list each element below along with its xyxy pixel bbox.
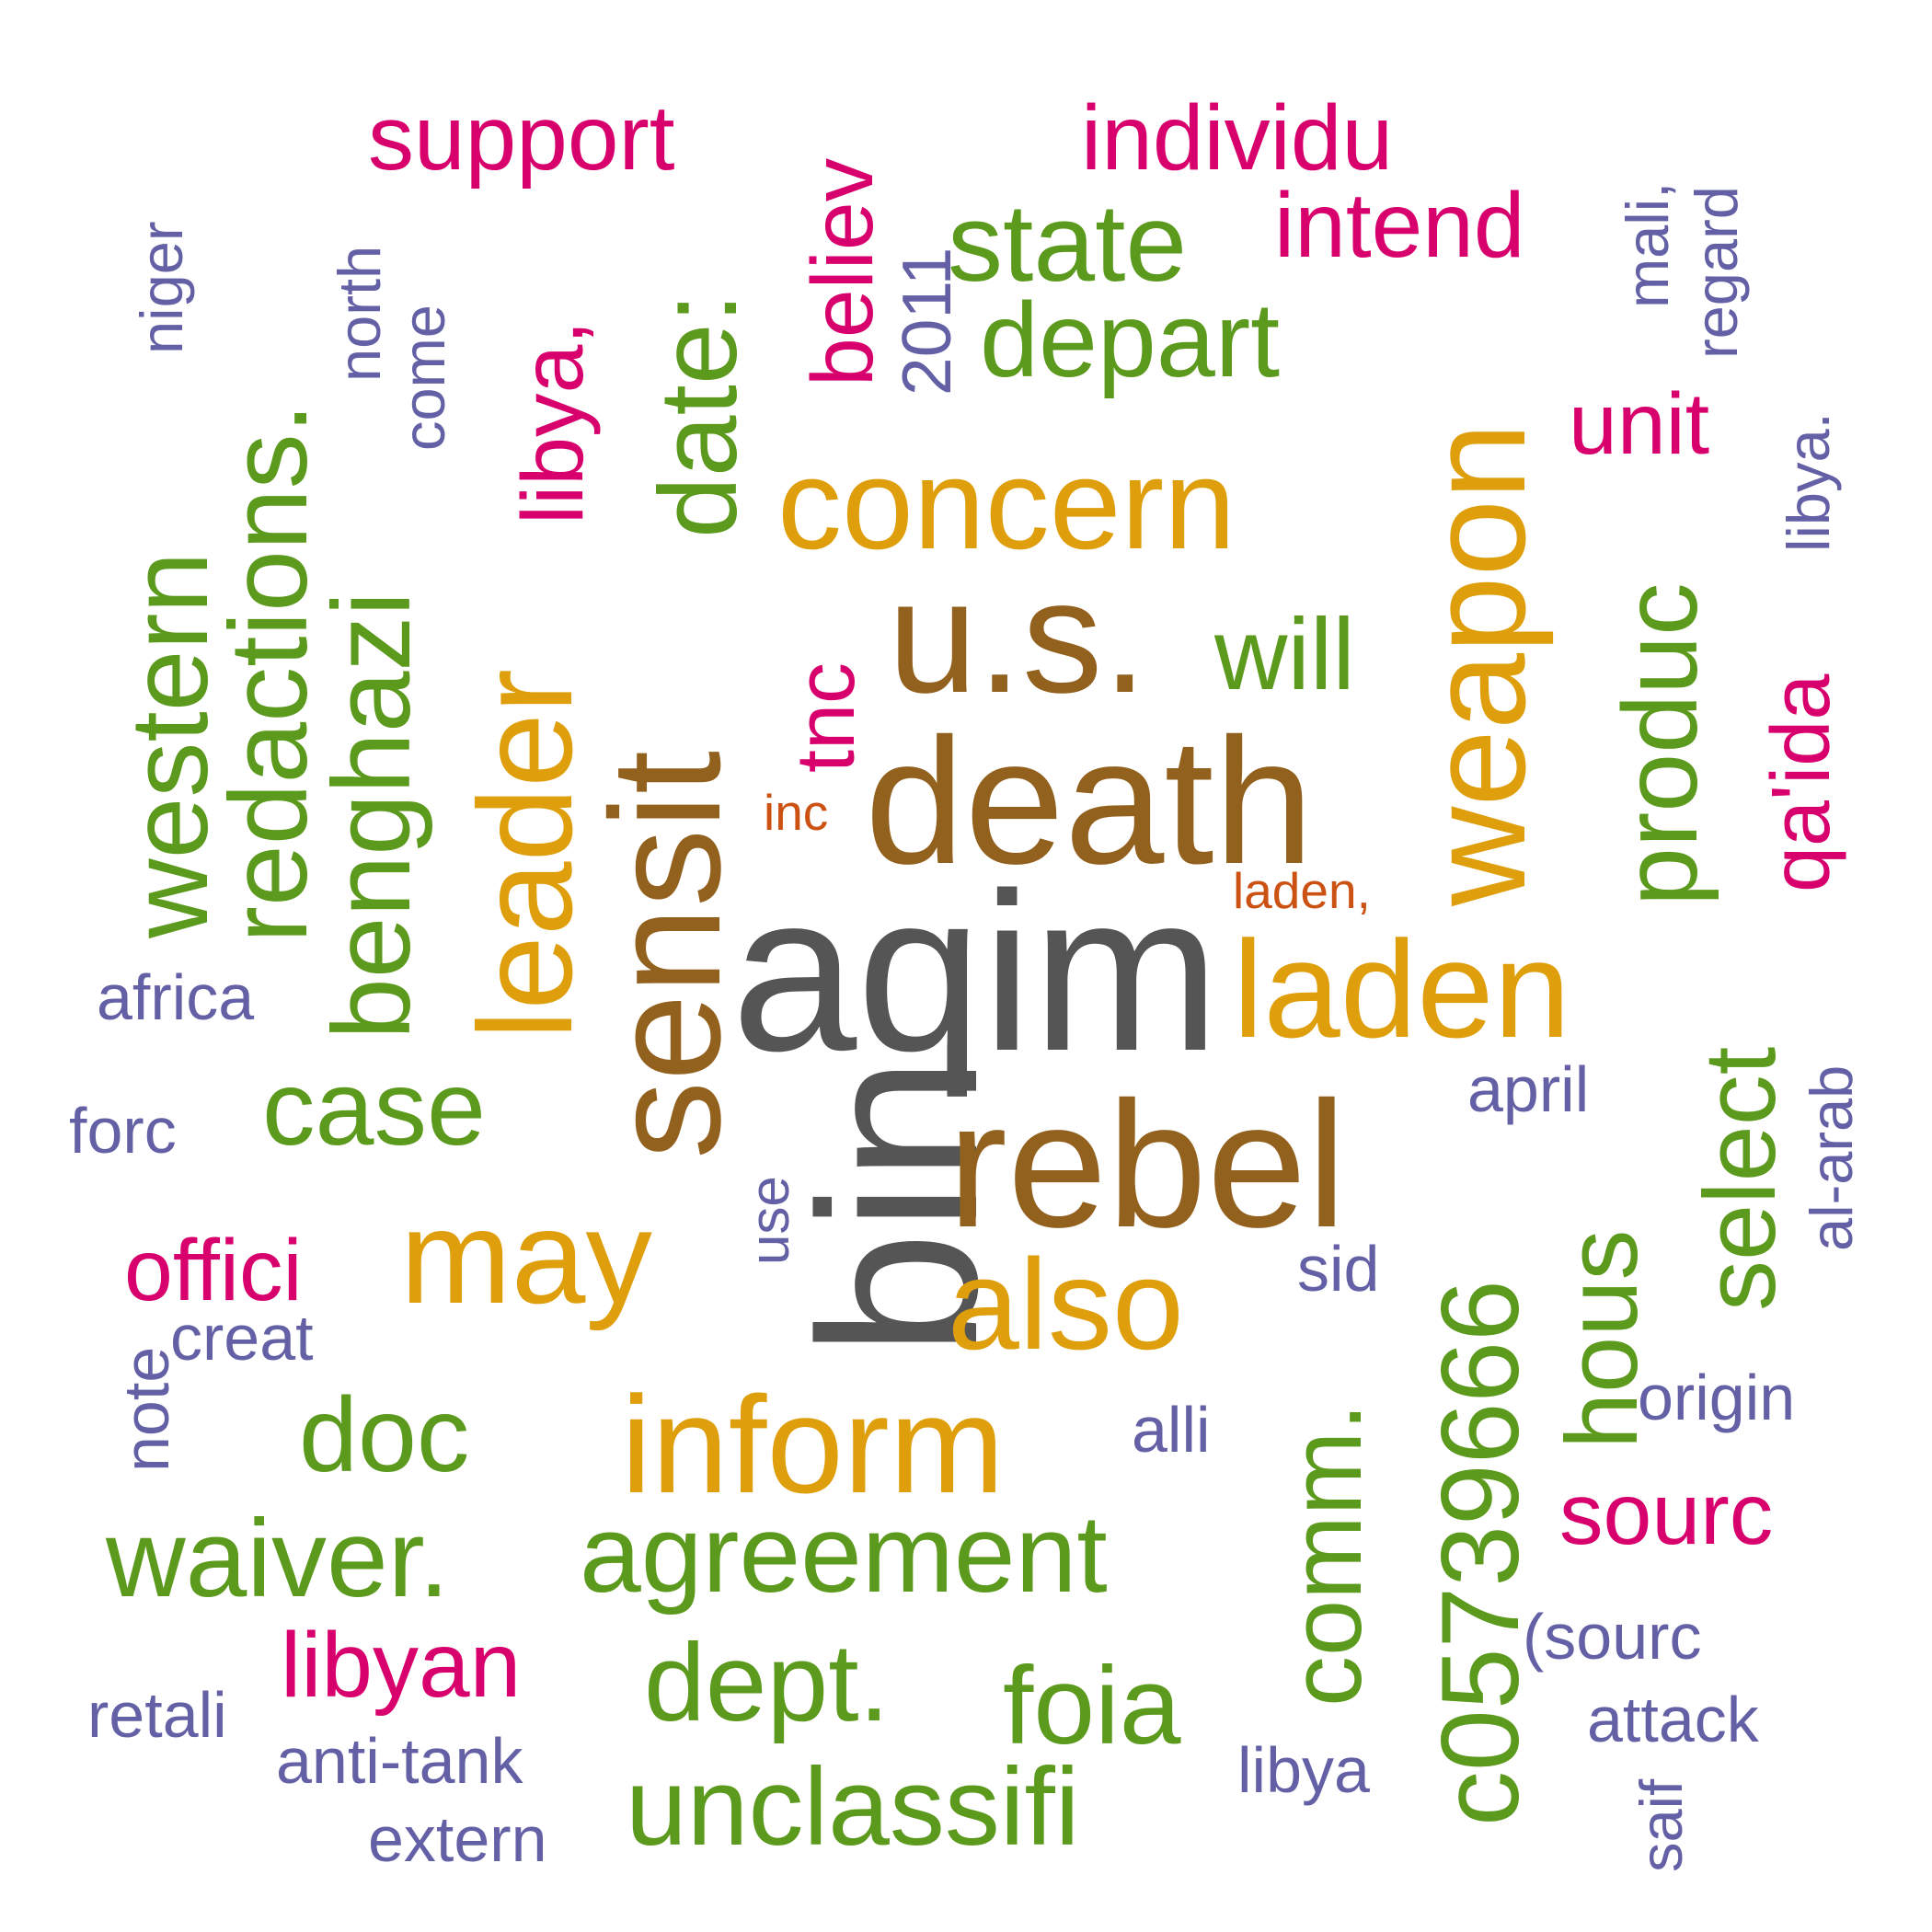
word-inc: inc <box>764 784 829 841</box>
word-africa: africa <box>97 961 255 1033</box>
word-libya: libya, <box>504 320 602 524</box>
word-c05739666: c05739666 <box>1419 1280 1542 1826</box>
word-al-arab: al-arab <box>1798 1064 1865 1251</box>
word-sourc: sourc <box>1559 1466 1774 1563</box>
word-2011: 2011 <box>888 247 965 396</box>
word-tnc: tnc <box>780 661 872 773</box>
word-saif: saif <box>1627 1778 1695 1872</box>
word-believ: believ <box>794 157 891 386</box>
word-laden: laden, <box>1233 862 1371 919</box>
word-doc: doc <box>299 1376 470 1494</box>
word-date: date: <box>637 293 760 538</box>
word-comm: comm. <box>1270 1403 1383 1707</box>
word-creat: creat <box>170 1302 314 1374</box>
word-produc: produc <box>1602 582 1719 906</box>
word-inform: inform <box>621 1367 1005 1522</box>
word-come: come <box>390 305 457 451</box>
word-individu: individu <box>1081 86 1394 190</box>
word-forc: forc <box>69 1095 177 1167</box>
word-anti-tank: anti-tank <box>276 1725 523 1797</box>
word-waiver: waiver. <box>106 1497 450 1620</box>
word-mali: mali, <box>1614 181 1681 308</box>
word-death: death <box>865 701 1314 902</box>
word-weapon: weapon <box>1399 422 1554 906</box>
word-unit: unit <box>1569 375 1710 473</box>
word-sid: sid <box>1297 1233 1380 1305</box>
word-note: note <box>110 1346 182 1472</box>
word-foia: foia <box>1003 1644 1181 1767</box>
word-origin: origin <box>1638 1362 1796 1433</box>
word-case: case <box>262 1050 486 1167</box>
word-aqim: aqim <box>731 845 1221 1098</box>
word-also: also <box>948 1232 1184 1376</box>
word-concern: concern <box>777 431 1236 576</box>
word-support: support <box>368 86 675 190</box>
word-intend: intend <box>1274 174 1525 277</box>
word-use: use <box>739 1176 800 1265</box>
word-april: april <box>1467 1053 1590 1125</box>
word-u-s: u.s. <box>888 547 1148 727</box>
word-libyan: libyan <box>281 1614 522 1717</box>
word-regard: regard <box>1683 186 1750 359</box>
word-will: will <box>1214 598 1355 711</box>
word-leader: leader <box>451 668 600 1040</box>
word-qa-ida: qa'ida <box>1755 673 1847 892</box>
word-rebel: rebel <box>948 1064 1347 1265</box>
word-north: north <box>326 245 393 382</box>
word-agreement: agreement <box>580 1492 1108 1616</box>
word-sourc: (sourc <box>1523 1601 1702 1673</box>
word-sensit: sensit <box>579 750 753 1159</box>
word-may: may <box>400 1182 652 1331</box>
word-offici: offici <box>124 1222 303 1319</box>
word-depart: depart <box>980 282 1281 399</box>
word-state: state <box>948 181 1188 305</box>
word-libya: libya. <box>1775 412 1842 552</box>
word-extern: extern <box>368 1803 547 1875</box>
word-retali: retali <box>87 1679 227 1751</box>
word-alli: alli <box>1132 1394 1211 1466</box>
word-western: western <box>108 551 231 938</box>
word-benghazi: benghazi <box>310 591 433 1040</box>
word-libya: libya <box>1237 1734 1370 1806</box>
word-select: select <box>1684 1046 1797 1311</box>
word-dept: dept. <box>644 1621 890 1744</box>
word-laden: laden <box>1233 912 1571 1066</box>
word-attack: attack <box>1587 1684 1759 1755</box>
word-niger: niger <box>128 221 195 354</box>
word-unclassifi: unclassifi <box>626 1745 1080 1869</box>
